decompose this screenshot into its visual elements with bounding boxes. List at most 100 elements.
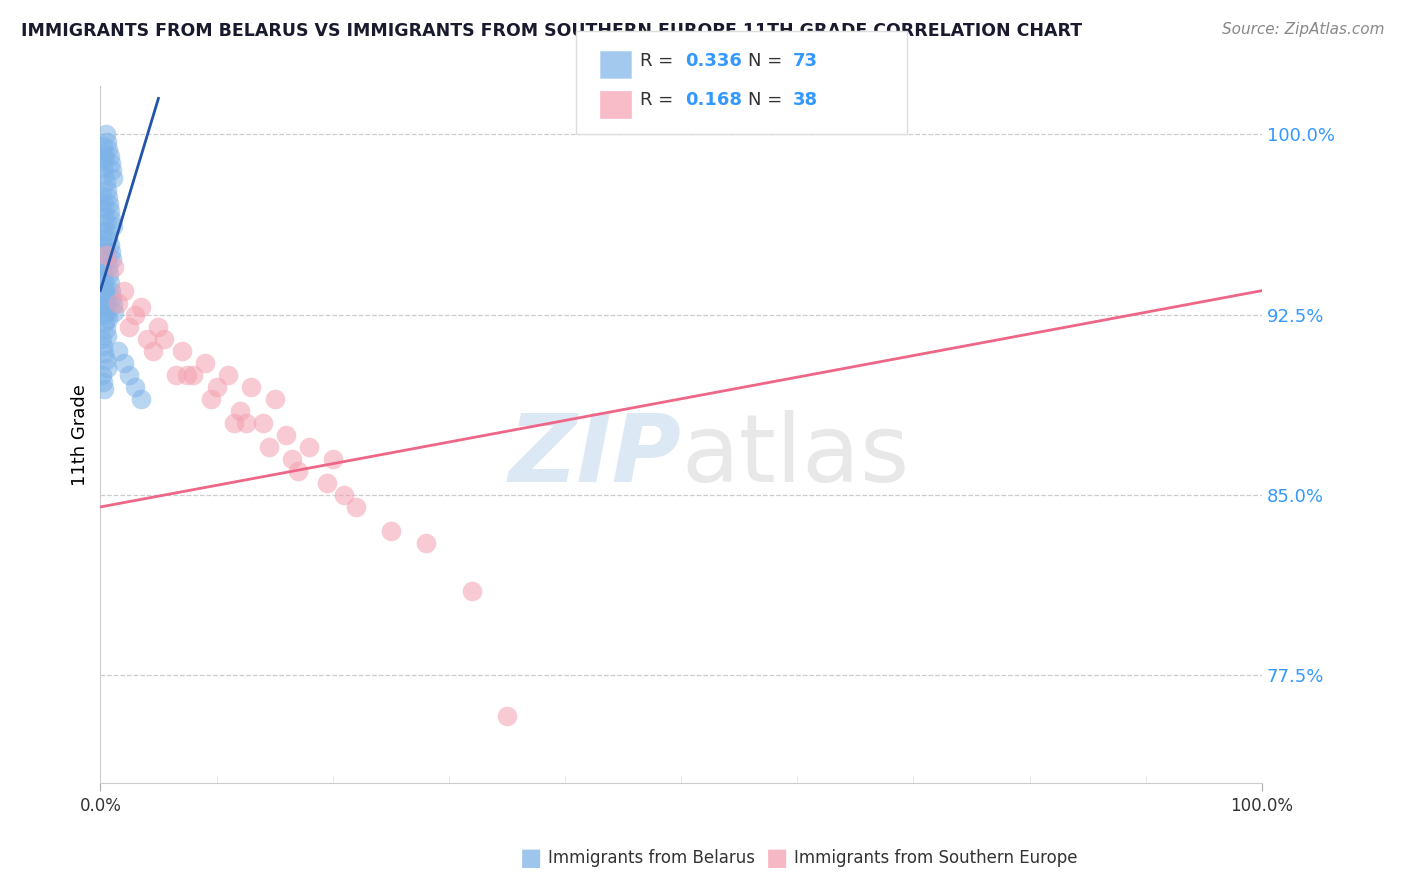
Point <box>91 332 114 346</box>
Point <box>93 382 115 396</box>
Point <box>148 319 170 334</box>
Point <box>315 475 337 490</box>
Text: 0.336: 0.336 <box>685 52 741 70</box>
Point <box>165 368 187 382</box>
Point <box>96 288 118 302</box>
Point <box>98 204 121 219</box>
Point <box>93 238 115 252</box>
Point <box>97 260 120 274</box>
Point <box>91 139 114 153</box>
Point <box>142 343 165 358</box>
Point <box>96 128 118 142</box>
Point <box>170 343 193 358</box>
Text: IMMIGRANTS FROM BELARUS VS IMMIGRANTS FROM SOUTHERN EUROPE 11TH GRADE CORRELATIO: IMMIGRANTS FROM BELARUS VS IMMIGRANTS FR… <box>21 22 1083 40</box>
Point <box>96 247 118 261</box>
Point <box>91 375 114 389</box>
Point <box>96 223 118 237</box>
Point <box>94 245 117 260</box>
Point <box>276 428 298 442</box>
Point <box>91 194 114 209</box>
Point <box>93 146 115 161</box>
Point <box>98 197 121 211</box>
Point <box>94 152 117 166</box>
Point <box>91 301 114 315</box>
Point <box>118 368 141 382</box>
Point <box>98 267 121 281</box>
Text: ZIP: ZIP <box>508 409 681 502</box>
Point <box>118 319 141 334</box>
Text: 0.168: 0.168 <box>685 91 742 109</box>
Text: R =: R = <box>640 91 679 109</box>
Point <box>100 284 122 298</box>
Point <box>240 380 263 394</box>
Point <box>96 329 118 343</box>
Point <box>93 308 115 322</box>
Point <box>101 298 124 312</box>
Point <box>461 584 484 599</box>
Point <box>135 332 157 346</box>
Text: Source: ZipAtlas.com: Source: ZipAtlas.com <box>1222 22 1385 37</box>
Point <box>124 380 146 394</box>
Point <box>96 183 118 197</box>
Point <box>93 169 115 183</box>
Point <box>97 231 120 245</box>
Point <box>129 301 152 315</box>
Point <box>93 274 115 288</box>
Point <box>322 451 344 466</box>
Point <box>98 149 121 163</box>
Point <box>101 170 124 185</box>
Point <box>91 161 114 175</box>
Point <box>222 416 245 430</box>
Text: Immigrants from Southern Europe: Immigrants from Southern Europe <box>794 849 1078 867</box>
Point <box>91 339 114 353</box>
Point <box>101 219 124 233</box>
Point <box>380 524 402 538</box>
Point <box>96 360 118 375</box>
Point <box>101 163 124 178</box>
Text: atlas: atlas <box>681 409 910 502</box>
Point <box>94 209 117 223</box>
Point <box>112 356 135 370</box>
Point <box>94 176 117 190</box>
Point <box>97 312 120 326</box>
Point <box>229 404 252 418</box>
Point <box>107 295 129 310</box>
Point <box>96 216 118 230</box>
Point <box>235 416 257 430</box>
Point <box>91 267 114 281</box>
Point <box>101 252 124 267</box>
Point <box>263 392 285 406</box>
Text: Immigrants from Belarus: Immigrants from Belarus <box>548 849 755 867</box>
Point <box>200 392 222 406</box>
Point <box>415 536 437 550</box>
Point <box>194 356 217 370</box>
Point <box>281 451 304 466</box>
Point <box>333 488 356 502</box>
Point <box>344 500 367 514</box>
Point <box>97 190 120 204</box>
Point <box>96 252 118 267</box>
Point <box>103 260 125 274</box>
Point <box>287 464 309 478</box>
Point <box>176 368 198 382</box>
Text: 38: 38 <box>793 91 818 109</box>
Point <box>90 368 112 382</box>
Point <box>91 153 114 168</box>
Point <box>98 238 121 252</box>
Point <box>181 368 204 382</box>
Point <box>94 291 117 305</box>
Text: 73: 73 <box>793 52 818 70</box>
Point <box>97 142 120 156</box>
Text: N =: N = <box>748 52 787 70</box>
Point <box>96 305 118 319</box>
Point <box>96 322 118 336</box>
Point <box>217 368 239 382</box>
Text: N =: N = <box>748 91 787 109</box>
Point <box>205 380 228 394</box>
Point <box>257 440 280 454</box>
Point <box>101 291 124 305</box>
Point <box>107 343 129 358</box>
Point <box>96 135 118 149</box>
Point <box>298 440 321 454</box>
Point <box>96 295 118 310</box>
